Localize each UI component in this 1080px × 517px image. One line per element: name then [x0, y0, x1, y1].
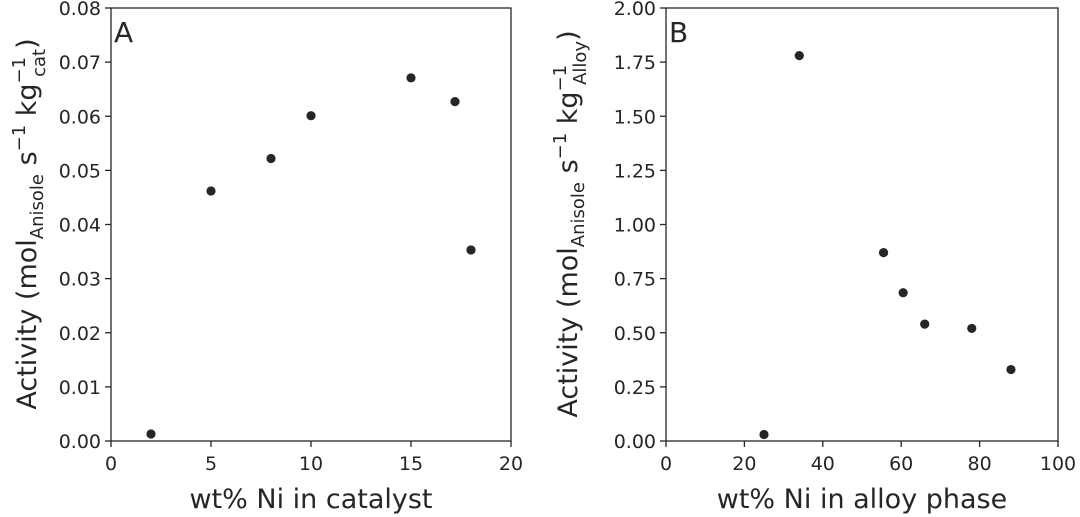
panel-a-y-tick-label: 0.00 — [59, 431, 101, 453]
ylabel-prefix: Activity (mol — [553, 247, 584, 417]
ylabel-sub-anisole: Anisole — [568, 182, 589, 247]
panel-b: B 0 20 40 60 80 100 0.00 0.25 0.50 0.75 1.00 1.25 1… — [550, 0, 1076, 515]
ylabel-sup1: −1 — [9, 125, 30, 152]
panel-a-y-tick-label: 0.06 — [59, 106, 101, 128]
panel-b-y-tick-label: 1.00 — [614, 215, 656, 237]
ylabel-prefix: Activity (mol — [12, 239, 43, 409]
ylabel-suffix: ) — [12, 38, 43, 49]
panel-b-data-point — [1006, 364, 1016, 375]
panel-b-y-axis-label: Activity (molAnisole s−1 kg−1Alloy) — [550, 30, 591, 417]
panel-b-y-ticks: 0.00 0.25 0.50 0.75 1.00 1.25 1.50 1.75 2.00 — [614, 0, 666, 453]
ylabel-sup2: −1 — [550, 65, 571, 92]
panel-a-y-tick-label: 0.05 — [59, 160, 101, 182]
panel-a-x-axis-label: wt% Ni in catalyst — [189, 484, 432, 515]
panel-b-x-ticks: 0 20 40 60 80 100 — [660, 441, 1076, 475]
panel-a-data-point — [146, 429, 156, 439]
ylabel-mid: s — [12, 151, 43, 174]
panel-a-x-tick-label: 5 — [205, 453, 217, 475]
ylabel-mid: s — [553, 159, 584, 182]
ylabel-mid2: kg — [12, 83, 43, 124]
panel-a-x-tick-label: 0 — [105, 453, 117, 475]
ylabel-sub-anisole: Anisole — [27, 174, 48, 239]
panel-b-y-tick-label: 1.50 — [614, 106, 656, 128]
panel-a-x-tick-label: 15 — [399, 453, 423, 475]
panel-a-letter: A — [114, 16, 133, 49]
panel-b-x-tick-label: 40 — [811, 453, 835, 475]
ylabel-sub-cat: cat — [29, 49, 50, 77]
panel-b-x-tick-label: 20 — [732, 453, 756, 475]
panel-a-y-tick-label: 0.01 — [59, 377, 101, 399]
ylabel-sup2: −1 — [9, 57, 30, 84]
panel-a: A 0 5 10 15 20 0.000.010.020.030.040.050.060… — [9, 0, 523, 515]
panel-b-y-tick-label: 0.50 — [614, 323, 656, 345]
panel-a-y-axis-label: Activity (molAnisole s−1 kg−1cat) — [9, 38, 50, 409]
panel-b-y-tick-label: 0.75 — [614, 269, 656, 291]
panel-a-y-tick-label: 0.08 — [59, 0, 101, 20]
panel-a-data-point — [306, 111, 316, 121]
panel-b-y-tick-label: 2.00 — [614, 0, 656, 20]
panel-a-frame — [110, 7, 512, 442]
panel-b-y-tick-label: 0.00 — [614, 431, 656, 453]
panel-a-y-tick-label: 0.03 — [59, 269, 101, 291]
panel-a-data-point — [406, 73, 416, 83]
panel-b-x-tick-label: 80 — [968, 453, 992, 475]
panel-a-y-tick-label: 0.04 — [59, 215, 101, 237]
panel-a-x-tick-label: 10 — [299, 453, 323, 475]
panel-b-y-tick-label: 1.25 — [614, 160, 656, 182]
panel-a-data-point — [466, 245, 476, 255]
panel-b-x-tick-label: 100 — [1040, 453, 1076, 475]
ylabel-sup1: −1 — [550, 133, 571, 160]
panel-b-y-tick-label: 0.25 — [614, 377, 656, 399]
panel-b-data-point — [920, 319, 930, 329]
panel-a-x-tick-label: 20 — [499, 453, 523, 475]
panel-b-x-tick-label: 0 — [660, 453, 672, 475]
panel-a-points — [146, 73, 476, 439]
ylabel-mid2: kg — [553, 91, 584, 132]
panel-b-data-point — [878, 248, 889, 258]
panel-b-x-tick-label: 60 — [889, 453, 913, 475]
panel-b-data-point — [898, 288, 908, 298]
panel-a-x-ticks: 0 5 10 15 20 — [105, 441, 523, 475]
panel-b-frame — [665, 7, 1059, 442]
panel-b-points — [759, 51, 1016, 440]
panel-a-data-point — [266, 153, 276, 164]
panel-a-data-point — [206, 186, 216, 196]
panel-a-y-ticks: 0.00 0.01 0.02 0.03 0.04 0.05 0.06 0.07 0.08 — [59, 0, 111, 453]
panel-b-letter: B — [669, 16, 688, 49]
panel-b-data-point — [794, 51, 804, 61]
panel-a-y-tick-label: 0.02 — [59, 323, 101, 345]
panel-a-data-point — [450, 97, 460, 107]
panel-b-data-point — [967, 323, 977, 334]
panel-b-data-point — [759, 429, 769, 440]
panel-b-x-axis-label: wt% Ni in alloy phase — [717, 484, 1008, 515]
panel-b-y-tick-label: 1.75 — [614, 52, 656, 74]
panel-a-y-tick-label: 0.07 — [59, 52, 101, 74]
ylabel-sub-alloy: Alloy — [570, 41, 591, 85]
ylabel-suffix: ) — [553, 30, 584, 41]
